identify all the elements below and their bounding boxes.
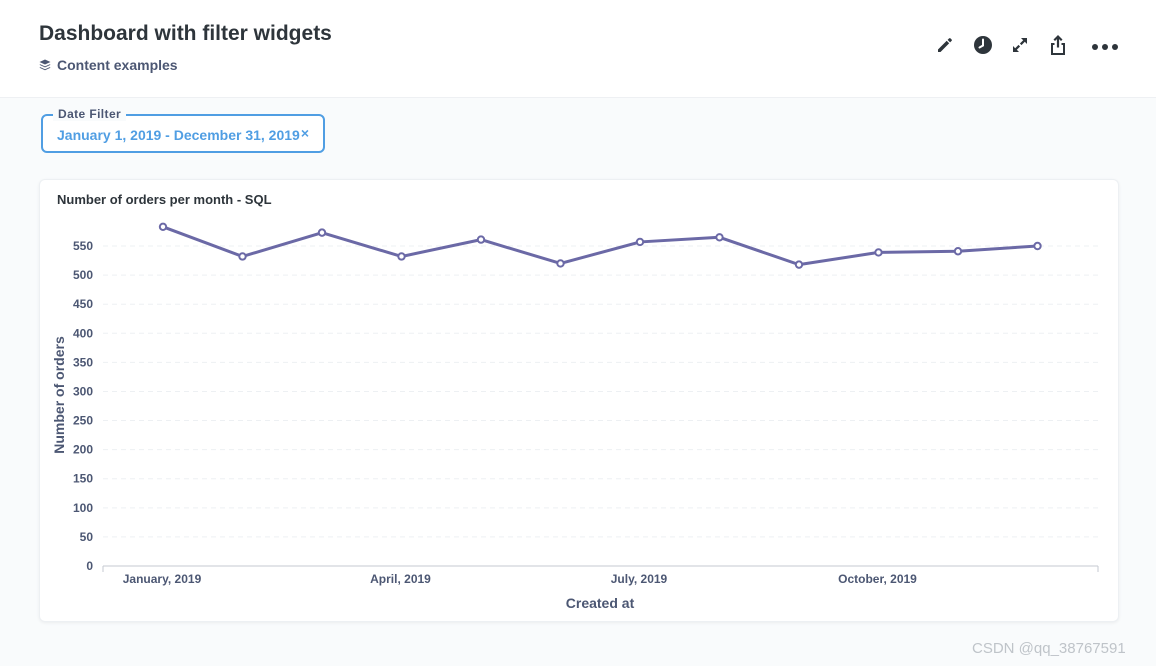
history-icon — [973, 35, 993, 60]
x-tick-label: July, 2019 — [611, 572, 668, 586]
x-tick-label: April, 2019 — [370, 572, 431, 586]
edit-icon — [936, 36, 954, 59]
fullscreen-button[interactable] — [1008, 35, 1032, 59]
y-tick-label: 150 — [73, 472, 93, 486]
data-point — [476, 235, 486, 244]
y-tick-label: 50 — [80, 530, 94, 544]
data-point — [238, 252, 247, 261]
dashboard-header: Dashboard with filter widgets Content ex… — [0, 0, 1156, 98]
data-point — [556, 259, 565, 268]
collection-breadcrumb[interactable]: Content examples — [39, 57, 178, 73]
clear-filter-icon[interactable]: × — [300, 125, 310, 141]
chart-card-title[interactable]: Number of orders per month - SQL — [57, 192, 272, 207]
data-point — [1033, 241, 1042, 251]
y-tick-label: 250 — [73, 414, 93, 428]
data-point — [874, 248, 883, 257]
edit-button[interactable] — [933, 35, 957, 59]
data-point — [158, 222, 168, 232]
y-tick-label: 100 — [73, 501, 93, 515]
data-point — [953, 247, 963, 256]
data-point — [397, 252, 406, 261]
more-button[interactable] — [1090, 35, 1120, 59]
data-point — [715, 233, 724, 242]
share-button[interactable] — [1046, 34, 1070, 61]
watermark-text: CSDN @qq_38767591 — [972, 640, 1126, 657]
y-tick-label: 550 — [73, 239, 93, 253]
x-tick-label: January, 2019 — [123, 572, 202, 586]
y-tick-label: 300 — [73, 384, 93, 398]
data-point — [794, 260, 804, 269]
series-line — [162, 225, 1038, 267]
date-filter-value[interactable]: January 1, 2019 - December 31, 2019 — [57, 127, 300, 143]
more-icon — [1091, 38, 1119, 56]
y-tick-label: 200 — [73, 443, 93, 457]
dashboard-title: Dashboard with filter widgets — [39, 22, 332, 45]
y-tick-label: 450 — [73, 297, 93, 311]
collection-name: Content examples — [57, 57, 178, 73]
x-tick-label: October, 2019 — [838, 572, 917, 586]
y-tick-label: 0 — [86, 559, 93, 573]
y-tick-label: 400 — [73, 326, 93, 340]
data-point — [317, 228, 327, 237]
y-tick-label: 350 — [73, 355, 93, 369]
data-point — [635, 237, 645, 247]
date-filter-widget[interactable]: Date Filter January 1, 2019 - December 3… — [41, 107, 325, 153]
date-filter-label: Date Filter — [53, 107, 127, 121]
y-axis-title: Number of orders — [51, 336, 67, 454]
share-icon — [1048, 34, 1068, 61]
collection-icon — [39, 59, 51, 71]
history-button[interactable] — [971, 35, 995, 59]
fullscreen-icon — [1011, 36, 1029, 59]
chart-card: Number of orders per month - SQL 0 50 100 1… — [39, 179, 1119, 622]
line-chart: 0 50 100 150 200 250 300 350 400 450 500 550 January… — [51, 222, 1099, 611]
x-axis-title: Created at — [566, 595, 635, 611]
y-tick-label: 500 — [73, 268, 93, 282]
